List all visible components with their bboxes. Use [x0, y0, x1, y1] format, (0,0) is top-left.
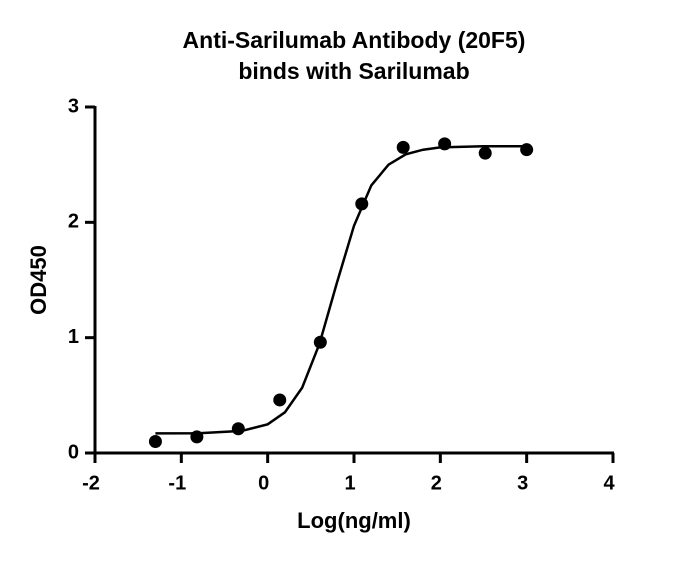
x-tick-label: 3	[517, 472, 528, 494]
x-axis-label: Log(ng/ml)	[297, 508, 411, 533]
x-tick-label: 1	[344, 472, 355, 494]
y-tick-label: 3	[68, 95, 79, 117]
data-point	[438, 137, 452, 151]
x-tick-label: -2	[82, 472, 100, 494]
data-point	[148, 434, 162, 448]
y-tick-label: 1	[68, 326, 79, 348]
data-point	[478, 146, 492, 160]
data-point	[313, 335, 327, 349]
fit-curve	[155, 144, 527, 435]
data-point	[231, 422, 245, 436]
y-tick-label: 2	[68, 211, 79, 233]
data-point	[355, 197, 369, 211]
y-tick-label: 0	[68, 441, 79, 463]
data-point	[396, 140, 410, 154]
data-point	[273, 393, 287, 407]
chart-title: Anti-Sarilumab Antibody (20F5)	[183, 27, 526, 53]
x-tick-label: -1	[168, 472, 186, 494]
chart-subtitle: binds with Sarilumab	[238, 58, 469, 84]
x-tick-label: 2	[431, 472, 442, 494]
x-tick-label: 4	[603, 472, 615, 494]
data-point	[520, 143, 534, 157]
data-point	[190, 430, 204, 444]
y-axis-label: OD450	[26, 245, 51, 315]
x-tick-label: 0	[258, 472, 269, 494]
